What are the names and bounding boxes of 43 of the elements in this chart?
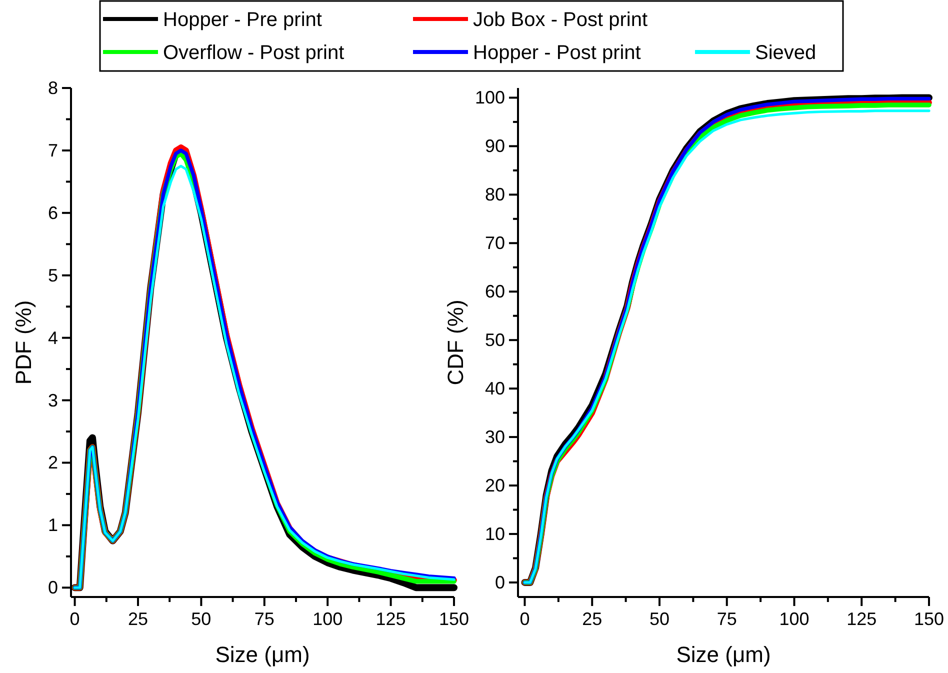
y-tick-label: 6 xyxy=(48,202,58,223)
y-axis-title: CDF (%) xyxy=(443,300,468,386)
y-tick-label: 90 xyxy=(484,136,505,156)
y-tick-label: 4 xyxy=(48,328,58,348)
legend-label: Hopper - Pre print xyxy=(163,9,322,31)
y-tick-label: 60 xyxy=(484,282,505,302)
x-tick-label: 125 xyxy=(376,609,406,629)
x-tick-label: 25 xyxy=(582,609,602,629)
x-tick-label: 75 xyxy=(716,609,737,629)
y-tick-label: 2 xyxy=(48,452,58,473)
y-tick-label: 50 xyxy=(484,330,505,350)
x-tick-label: 75 xyxy=(254,609,274,629)
legend-label: Job Box - Post print xyxy=(473,9,648,31)
x-tick-label: 125 xyxy=(846,609,877,629)
y-tick-label: 30 xyxy=(484,427,505,448)
y-tick-label: 0 xyxy=(494,572,505,592)
y-tick-label: 10 xyxy=(484,524,505,544)
y-tick-label: 7 xyxy=(48,140,58,160)
y-tick-label: 40 xyxy=(484,378,505,399)
x-tick-label: 50 xyxy=(191,609,212,629)
y-tick-label: 70 xyxy=(484,233,505,254)
legend-label: Hopper - Post print xyxy=(473,42,642,64)
y-tick-label: 100 xyxy=(474,88,505,108)
y-tick-label: 0 xyxy=(48,578,58,598)
legend-label: Overflow - Post print xyxy=(163,42,345,64)
x-tick-label: 25 xyxy=(128,609,148,629)
y-tick-label: 5 xyxy=(48,265,58,286)
y-tick-label: 80 xyxy=(484,184,505,205)
x-tick-label: 0 xyxy=(520,609,530,629)
x-tick-label: 150 xyxy=(438,609,470,629)
x-axis-title: Size (μm) xyxy=(215,642,310,667)
y-tick-label: 1 xyxy=(48,515,58,536)
legend-label: Sieved xyxy=(755,42,816,64)
y-tick-label: 3 xyxy=(48,390,58,410)
x-tick-label: 0 xyxy=(70,609,80,629)
x-tick-label: 100 xyxy=(312,609,343,629)
y-axis-title: PDF (%) xyxy=(11,300,36,385)
x-tick-label: 100 xyxy=(779,609,810,629)
y-tick-label: 20 xyxy=(484,476,505,496)
x-tick-label: 50 xyxy=(649,609,670,629)
x-axis-title: Size (μm) xyxy=(676,642,771,667)
y-tick-label: 8 xyxy=(48,78,58,98)
x-tick-label: 150 xyxy=(914,609,944,629)
